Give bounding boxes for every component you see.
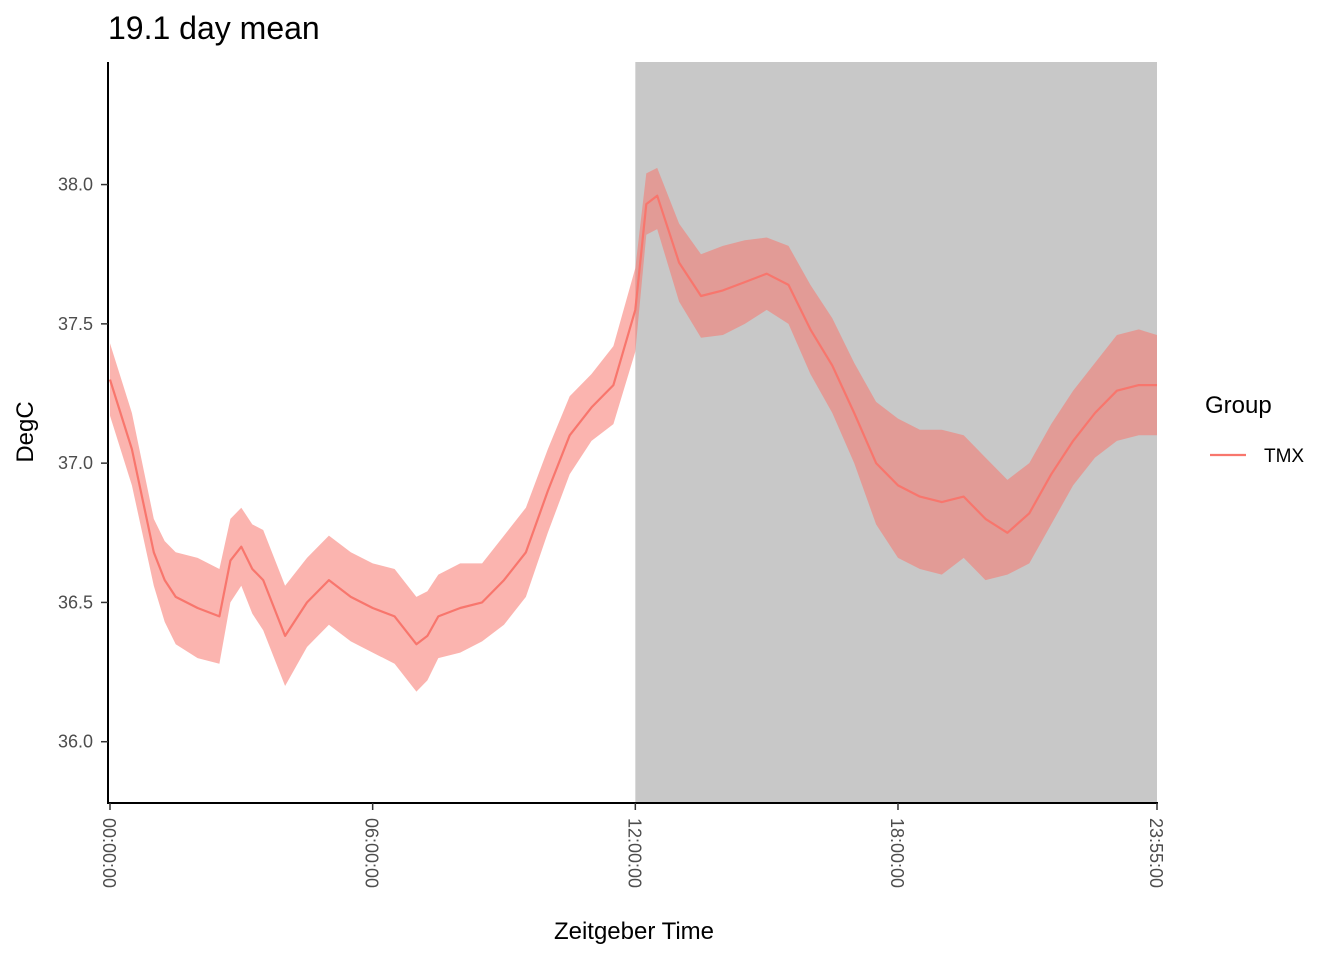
legend: Group TMX <box>1205 392 1304 467</box>
y-tick-label: 37.5 <box>58 314 93 334</box>
x-tick-label: 12:00:00 <box>624 818 644 888</box>
confidence-band-tmx <box>110 167 1157 692</box>
legend-label-tmx: TMX <box>1264 446 1304 467</box>
x-tick-label: 23:55:00 <box>1146 818 1166 888</box>
y-tick-label: 36.5 <box>58 592 93 612</box>
x-axis-ticks: 00:00:00 06:00:00 12:00:00 18:00:00 23:55:00 <box>99 803 1166 888</box>
x-axis-title: Zeitgeber Time <box>554 918 714 945</box>
y-axis-title: DegC <box>12 401 39 462</box>
mean-line-tmx <box>108 194 1157 646</box>
x-tick-label: 00:00:00 <box>99 818 119 888</box>
y-tick-label: 38.0 <box>58 175 93 195</box>
x-tick-label: 18:00:00 <box>887 818 907 888</box>
y-tick-label: 36.0 <box>58 732 93 752</box>
legend-title: Group <box>1205 392 1272 419</box>
chart-title: 19.1 day mean <box>108 10 320 46</box>
y-axis-ticks: 36.0 36.5 37.0 37.5 38.0 <box>58 175 108 752</box>
y-tick-label: 37.0 <box>58 453 93 473</box>
x-tick-label: 06:00:00 <box>362 818 382 888</box>
